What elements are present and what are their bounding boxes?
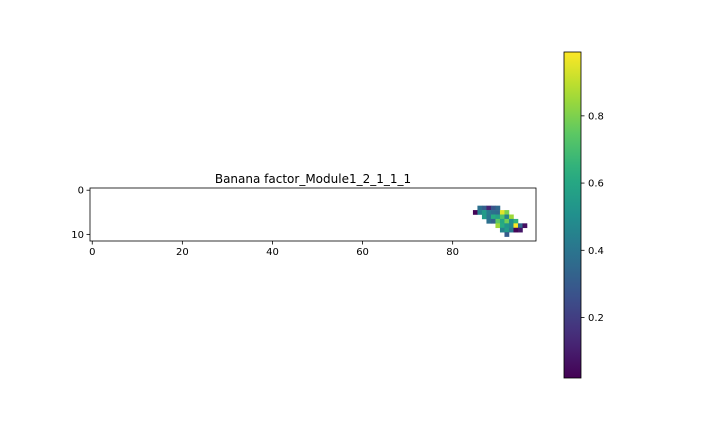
- heatmap-cell: [499, 218, 505, 224]
- heatmap-cell: [499, 227, 505, 233]
- heatmap-cell: [508, 227, 514, 233]
- y-tick-label: 0: [78, 186, 84, 197]
- colorbar: 0.2 0.4 0.6 0.8: [563, 51, 604, 379]
- colorbar-frame: [563, 51, 582, 379]
- heatmap-cell: [499, 210, 505, 215]
- heatmap-cell: [486, 214, 492, 220]
- x-tick-label: 80: [446, 247, 459, 258]
- heatmap-cell: [481, 205, 487, 211]
- heatmap-cell: [513, 218, 519, 224]
- heatmap-cell: [490, 214, 496, 220]
- heatmap-cell: [495, 218, 501, 224]
- colorbar-tick-label: 0.2: [588, 313, 604, 324]
- heatmap-cell: [472, 210, 478, 215]
- heatmap-cell: [495, 205, 501, 211]
- heatmap-cell: [504, 218, 510, 224]
- heatmap-cell: [504, 227, 510, 233]
- heatmap-plot-area: [89, 187, 537, 242]
- x-tick-label: 0: [89, 247, 95, 258]
- colorbar-tick-label: 0.4: [588, 246, 604, 257]
- y-tick-label: 10: [71, 230, 84, 241]
- heatmap-cell: [508, 223, 514, 229]
- heatmap-cell: [495, 210, 501, 215]
- colorbar-tick-label: 0.8: [588, 111, 604, 122]
- heatmap-cell: [486, 205, 492, 211]
- heatmap-cell: [508, 218, 514, 224]
- heatmap-cell: [508, 214, 514, 220]
- plot-background: [90, 188, 536, 241]
- heatmap-cell: [513, 227, 519, 233]
- heatmap-cell: [490, 218, 496, 224]
- heatmap-cell: [522, 223, 528, 229]
- heatmap-cell: [504, 210, 510, 215]
- chart-title: Banana factor_Module1_2_1_1_1: [215, 172, 411, 186]
- heatmap-cell: [504, 232, 510, 237]
- y-axis: 0 10: [71, 186, 90, 241]
- heatmap-cell: [499, 223, 505, 229]
- colorbar-gradient: [564, 52, 581, 378]
- heatmap-cell: [490, 210, 496, 215]
- heatmap-cell: [477, 205, 483, 211]
- heatmap-cell: [499, 214, 505, 220]
- plot-frame: [89, 187, 537, 242]
- x-tick-label: 20: [176, 247, 189, 258]
- heatmap-cell: [490, 205, 496, 211]
- heatmap-cell: [486, 218, 492, 224]
- heatmap-cell: [517, 227, 523, 233]
- heatmap-cell: [504, 214, 510, 220]
- heatmap-cell: [495, 214, 501, 220]
- heatmap-cell: [495, 223, 501, 229]
- heatmap-cell: [481, 214, 487, 220]
- x-tick-label: 60: [356, 247, 369, 258]
- heatmap-cell: [504, 223, 510, 229]
- x-tick-label: 40: [266, 247, 279, 258]
- heatmap-cell: [513, 223, 519, 229]
- colorbar-tick-label: 0.6: [588, 179, 604, 190]
- heatmap-cell: [486, 210, 492, 215]
- x-axis: 0 20 40 60 80: [89, 241, 459, 258]
- heatmap-cell: [477, 210, 483, 215]
- heatmap-cell: [481, 210, 487, 215]
- heatmap-cell: [517, 223, 523, 229]
